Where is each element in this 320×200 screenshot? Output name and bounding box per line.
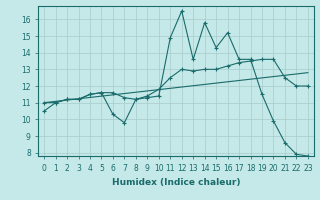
X-axis label: Humidex (Indice chaleur): Humidex (Indice chaleur) bbox=[112, 178, 240, 187]
